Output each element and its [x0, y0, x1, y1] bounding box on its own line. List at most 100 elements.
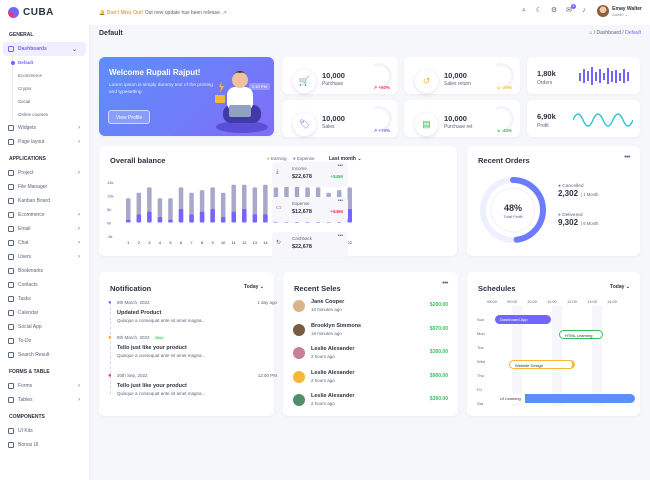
stat-card-sales-return[interactable]: ↺ 10,000 Sales return ↘ -20%: [404, 57, 520, 94]
notification-filter-dropdown[interactable]: Today ⌄: [244, 284, 264, 290]
sidebar-sub-ecommerce[interactable]: Ecommerce: [0, 69, 89, 82]
bar-earning: [147, 211, 152, 223]
sale-row[interactable]: Jane Cooper 10 minutes ago $200.00: [293, 298, 448, 318]
stat-card-sales[interactable]: 🏷 10,000 Sales ↗ +70%: [282, 100, 398, 137]
home-icon[interactable]: ⌂: [589, 30, 593, 36]
bar-earning: [168, 219, 173, 223]
nav-section-forms: FORMS & TABLE: [9, 369, 50, 375]
more-icon[interactable]: •••: [624, 154, 630, 161]
sidebar-item-page-layout[interactable]: Page layout ›: [0, 135, 89, 149]
grid-column: [572, 306, 582, 406]
notification-item[interactable]: ● 8th March, 2022 1 day ago Updated Prod…: [108, 300, 277, 323]
sidebar-item-dashboards[interactable]: Dashboards ⌄: [3, 42, 86, 56]
sidebar-item-label: Bonus UI: [18, 442, 39, 448]
user-menu[interactable]: Emay Walter Admin ⌄: [597, 5, 642, 17]
event-html-learning[interactable]: HTML Learning: [559, 330, 603, 339]
moon-icon[interactable]: ☾: [535, 7, 543, 14]
sidebar-item-tasks[interactable]: Tasks: [0, 292, 89, 306]
sidebar-sub-online-courses[interactable]: Online courses: [0, 108, 89, 121]
profit-card[interactable]: 6,90k Profit: [527, 100, 640, 137]
users-icon: [8, 254, 14, 260]
sale-time: 2 hours ago: [311, 401, 335, 406]
bar-earning: [220, 217, 226, 223]
sidebar-item-kanban[interactable]: Kanban Board: [0, 194, 89, 208]
more-icon[interactable]: •••: [442, 280, 448, 287]
stat-change: ↗ +50%: [373, 85, 390, 90]
sidebar-item-bookmarks[interactable]: Bookmarks: [0, 264, 89, 278]
orders-card[interactable]: 1,80k Orders: [527, 57, 640, 94]
sidebar-item-todo[interactable]: To-Do: [0, 334, 89, 348]
x-tick-label: 14: [263, 240, 268, 245]
settings-icon[interactable]: ⚙: [550, 7, 558, 14]
sidebar-sub-crypto[interactable]: Crypto: [0, 82, 89, 95]
orders-sparkbars: [579, 67, 629, 85]
sidebar-item-email[interactable]: Email ›: [0, 222, 89, 236]
time-label: 12:00: [567, 299, 578, 304]
event-website-design[interactable]: Website Design: [509, 360, 575, 369]
search-icon[interactable]: ⌕: [522, 7, 526, 14]
welcome-title: Welcome Rupali Rajput!: [109, 68, 201, 77]
sidebar-item-contacts[interactable]: Contacts: [0, 278, 89, 292]
grid-column: [552, 306, 562, 406]
sidebar-item-label: Project: [18, 170, 34, 176]
more-icon[interactable]: •••: [337, 198, 343, 204]
more-icon[interactable]: •••: [337, 163, 343, 169]
balance-filter-dropdown[interactable]: Last month ⌄: [329, 156, 362, 162]
sidebar-sub-default[interactable]: Default: [0, 56, 89, 69]
income-item[interactable]: ⤓ Income $22,678 +$456 •••: [272, 162, 348, 187]
chat-icon[interactable]: ✉ 4: [566, 4, 576, 14]
sidebar-item-search-result[interactable]: Search Result: [0, 348, 89, 362]
notification-item[interactable]: ● 20th Sep, 2022 12:00 PM Tello just lik…: [108, 373, 277, 396]
progress-arc: [480, 177, 546, 243]
time-label: 14:00: [607, 299, 618, 304]
sidebar-item-project[interactable]: Project ›: [0, 166, 89, 180]
topbar: 🔔 Don't Miss Out! Out new update has bee…: [89, 0, 650, 25]
logo[interactable]: CUBA: [0, 0, 89, 25]
sidebar-item-ecommerce[interactable]: Ecommerce ›: [0, 208, 89, 222]
expense-item[interactable]: ▭ Expense $12,678 +$456 •••: [272, 197, 348, 222]
sidebar-item-users[interactable]: Users ›: [0, 250, 89, 264]
view-profile-button[interactable]: View Profile: [108, 110, 150, 124]
sidebar-item-calendar[interactable]: Calendar: [0, 306, 89, 320]
more-icon[interactable]: •••: [337, 233, 343, 239]
sidebar-item-label: Chat: [18, 240, 29, 246]
page-header: Default ⌂ / Dashboard / Default: [89, 25, 650, 41]
cashback-item[interactable]: ↻ Cashback $22,678 •••: [272, 232, 348, 257]
sidebar-item-chat[interactable]: Chat ›: [0, 236, 89, 250]
sidebar-item-forms[interactable]: Forms ›: [0, 379, 89, 393]
sidebar-item-ui-kits[interactable]: UI Kits: [0, 424, 89, 438]
sidebar-item-file-manager[interactable]: File Manager: [0, 180, 89, 194]
table-icon: [8, 397, 14, 403]
sale-row[interactable]: Leslie Alexander 2 hours ago $900.00: [293, 369, 448, 389]
sidebar-sub-social[interactable]: Social: [0, 95, 89, 108]
breadcrumb-default: Default: [625, 30, 641, 36]
y-tick-label: -5k: [107, 234, 113, 239]
sidebar-item-widgets[interactable]: Widgets ›: [0, 121, 89, 135]
sale-row[interactable]: Leslie Alexander 2 hours ago $300.00: [293, 345, 448, 365]
grid-column: [512, 306, 522, 406]
sidebar-item-label: Widgets: [18, 125, 37, 131]
event-ui-learning[interactable]: UI Learning: [495, 394, 635, 403]
sidebar-item-label: Email: [18, 226, 31, 232]
sales-title: Recent Seles: [294, 284, 341, 293]
bonus-icon: [8, 442, 14, 448]
sale-row[interactable]: Brooklyn Simmons 19 minutes ago $970.00: [293, 322, 448, 342]
update-notice[interactable]: 🔔 Don't Miss Out! Out new update has bee…: [99, 10, 227, 16]
stat-card-purchase-ret[interactable]: ▤ 10,000 Purchase ret ↘ -40%: [404, 100, 520, 137]
sidebar-item-social-app[interactable]: Social App: [0, 320, 89, 334]
schedules-filter-dropdown[interactable]: Today ⌄: [610, 284, 630, 290]
expense-value: $12,678: [292, 209, 312, 215]
notification-item[interactable]: ● 8th March, 2022 New Tello just like you…: [108, 335, 267, 358]
sidebar-item-bonus-ui[interactable]: Bonus UI: [0, 438, 89, 452]
nav-section-components: COMPONENTS: [9, 414, 45, 420]
breadcrumb-dashboard[interactable]: Dashboard: [596, 30, 621, 36]
event-dashboard-app[interactable]: Dashboard App: [495, 315, 551, 324]
avatar: [293, 347, 305, 359]
stat-card-purchase[interactable]: 🛒 10,000 Purchase ↗ +50%: [282, 57, 398, 94]
sidebar-item-label: Kanban Board: [18, 198, 50, 204]
sale-row[interactable]: Leslie Alexander 2 hours ago $300.00: [293, 392, 448, 412]
notification-desc: Quisque a consequat ante sit amet magna.…: [117, 353, 206, 358]
sidebar-item-tables[interactable]: Tables ›: [0, 393, 89, 407]
x-tick-label: 13: [253, 240, 258, 245]
bell-icon[interactable]: ♪: [582, 7, 586, 14]
